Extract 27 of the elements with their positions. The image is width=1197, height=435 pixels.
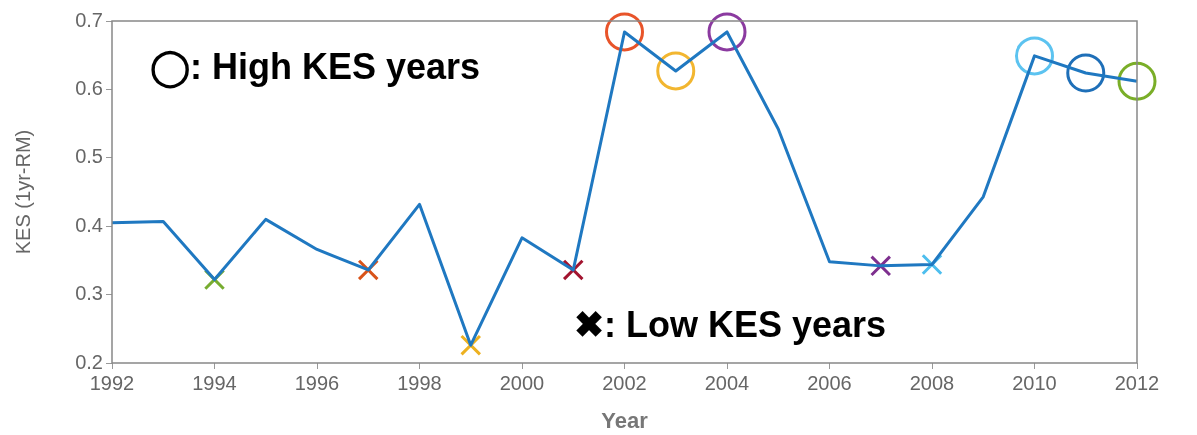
point xyxy=(1117,61,1157,101)
y-tick-label: 0.6 xyxy=(75,76,103,99)
x-tick-label: 2004 xyxy=(704,371,750,394)
x-tick-label: 2008 xyxy=(909,371,955,394)
y-tick-label: 0.3 xyxy=(75,282,103,305)
point xyxy=(1066,53,1106,93)
point xyxy=(656,51,696,91)
x-axis-title: Year xyxy=(601,407,649,433)
x-tick-label: 1992 xyxy=(89,371,135,394)
x-tick-label: 1994 xyxy=(192,371,237,394)
y-tick-label: 0.5 xyxy=(75,145,103,168)
x-tick-label: 2012 xyxy=(1114,371,1160,394)
x-tick-label: 2002 xyxy=(602,371,647,394)
point xyxy=(1015,36,1054,76)
point xyxy=(707,12,747,52)
annotation: ✖: Low KES years xyxy=(574,303,887,345)
x-tick-label: 2000 xyxy=(499,371,545,394)
y-tick-label: 0.7 xyxy=(75,8,103,31)
y-tick-label: 0.2 xyxy=(75,350,103,373)
x-tick-label: 2010 xyxy=(1012,371,1057,394)
y-axis-title: KES (1yr-RM) xyxy=(11,129,34,255)
y-tick-label: 0.4 xyxy=(75,213,103,236)
x-tick-label: 1996 xyxy=(294,371,340,394)
x-tick-label: 1998 xyxy=(397,371,442,394)
annotation: ◯: High KES years xyxy=(150,45,481,89)
point xyxy=(605,12,644,52)
x-tick-label: 2006 xyxy=(807,371,852,394)
